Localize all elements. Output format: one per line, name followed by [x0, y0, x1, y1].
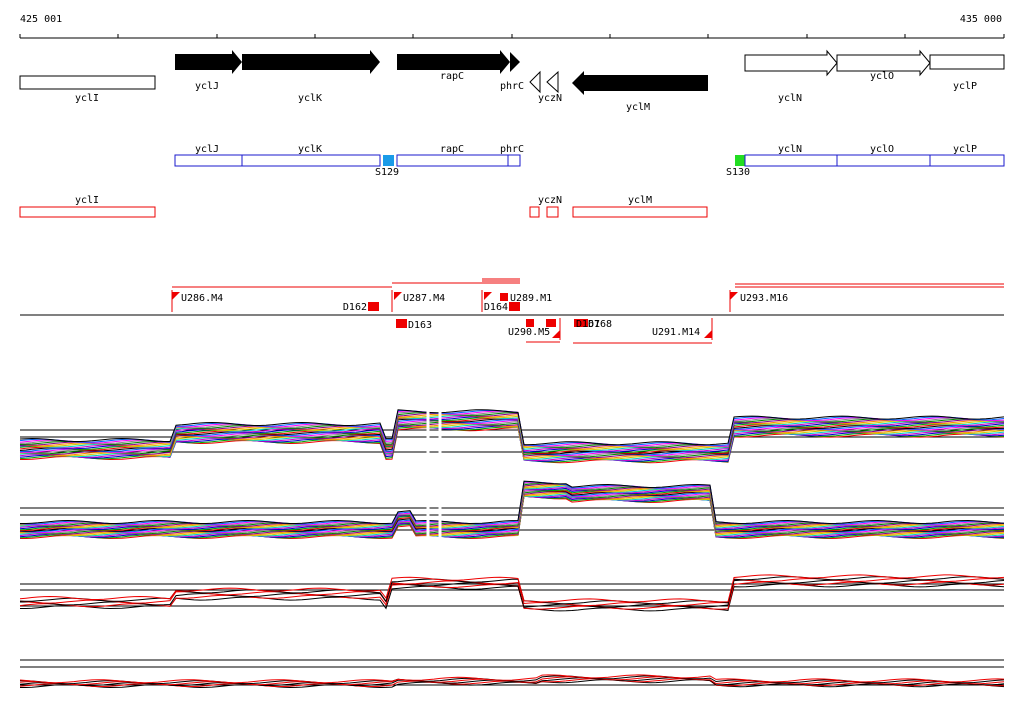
expression-tracks — [19, 400, 1005, 689]
trace — [19, 482, 1005, 526]
segment-label: U293.M16 — [740, 293, 788, 304]
gene-box — [929, 154, 1005, 167]
segment-label: U290.M5 — [508, 327, 550, 338]
gene-label: yclK — [298, 93, 322, 104]
ruler: 425 001 435 000 — [19, 14, 1005, 39]
forward-track — [174, 154, 1005, 167]
segment-label: U286.M4 — [181, 293, 223, 304]
gene — [19, 75, 156, 90]
gene-arrow — [529, 70, 541, 94]
gene-track: yclI yclJ yclK rapC phrC yczN yclM yclN … — [19, 49, 1005, 113]
segment-label: U289.M1 — [510, 293, 552, 304]
trace — [19, 574, 1005, 603]
ruler-start: 425 001 — [20, 14, 62, 25]
segment-label: D167 — [576, 319, 600, 330]
gene-box — [546, 206, 559, 218]
reverse-track: yclI yczN yclM — [19, 195, 708, 218]
gene-label: yclO — [870, 71, 894, 82]
gene-arrow — [510, 52, 520, 72]
trace — [19, 409, 1005, 446]
gene-label: phrC — [500, 144, 524, 155]
segment-label: U291.M14 — [652, 327, 700, 338]
segment-label: D164 — [484, 302, 508, 313]
trace — [19, 482, 1005, 527]
gene — [929, 54, 1005, 70]
gene-label: phrC — [500, 81, 524, 92]
gene-label: yclI — [75, 93, 99, 104]
gene-label: yclO — [870, 144, 894, 155]
site — [383, 155, 394, 166]
gene-box — [529, 206, 540, 218]
gene-box — [572, 206, 708, 218]
segment-label: U287.M4 — [403, 293, 445, 304]
gene-arrow — [175, 50, 242, 74]
gene-label: yclK — [298, 144, 322, 155]
segments — [171, 278, 1004, 344]
gene-arrow — [242, 50, 380, 74]
site-label: S130 — [726, 167, 750, 178]
gene-label: yclM — [626, 102, 650, 113]
trace — [20, 480, 1005, 525]
gene-arrow — [572, 71, 708, 95]
gene-arrow — [836, 49, 931, 77]
gene-label: yclJ — [195, 81, 219, 92]
gene-box — [744, 154, 838, 167]
gene-box — [396, 154, 509, 167]
gap-marker — [426, 400, 442, 540]
ruler-ticks — [19, 34, 1005, 38]
gene-box — [241, 154, 381, 167]
site-label: S129 — [375, 167, 399, 178]
trace — [20, 583, 1005, 612]
site — [735, 155, 745, 166]
trace — [19, 481, 1005, 526]
gene-box — [19, 206, 156, 218]
gene-arrow — [397, 50, 510, 74]
gene-label: yclN — [778, 144, 802, 155]
gene-label: yclP — [953, 81, 977, 92]
gene-label: yczN — [538, 195, 562, 206]
segment-label: D162 — [343, 302, 367, 313]
segment-boxes — [368, 293, 588, 328]
gene-label: rapC — [440, 71, 464, 82]
gene-box — [507, 154, 521, 167]
gene-label: rapC — [440, 144, 464, 155]
ruler-end: 435 000 — [960, 14, 1002, 25]
trace — [19, 674, 1005, 684]
gene-label: yclN — [778, 93, 802, 104]
forward-labels: yclJ yclK rapC phrC yclN yclO yclP S129 … — [195, 144, 977, 178]
gene-arrow — [546, 70, 559, 94]
reference-lines — [20, 429, 1004, 686]
trace — [19, 480, 1005, 525]
gene-box — [174, 154, 243, 167]
gene-label: yclJ — [195, 144, 219, 155]
segment-label: D168 — [588, 319, 612, 330]
gene-label: yclI — [75, 195, 99, 206]
gene-box — [836, 154, 931, 167]
gene-label: yclM — [628, 195, 652, 206]
gene-label: yczN — [538, 93, 562, 104]
segment-track: U286.M4 D162 U287.M4 D163 D164 U289.M1 U… — [20, 278, 1004, 344]
gene-label: yclP — [953, 144, 977, 155]
gene-arrow — [744, 49, 838, 77]
segment-label: D163 — [408, 320, 432, 331]
